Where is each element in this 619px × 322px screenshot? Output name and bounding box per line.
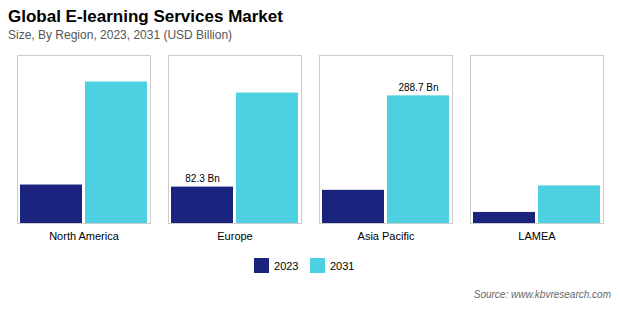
svg-text:LAMEA: LAMEA [518,230,556,242]
html-text:Source: www.kbvresearch.com: Source: www.kbvresearch.com [473,288,611,300]
svg-text:North America: North America [49,230,120,242]
html-text:Size, By Region, 2023, 2031 (U: Size, By Region, 2023, 2031 (USD Billion… [8,28,233,42]
html-text:2023: 2023 [274,259,299,272]
html-text:2031: 2031 [330,259,355,272]
svg-text:Asia Pacific: Asia Pacific [358,230,415,242]
svg-text:288.7 Bn: 288.7 Bn [398,82,438,93]
svg-text:82.3 Bn: 82.3 Bn [185,173,219,184]
svg-text:Europe: Europe [217,230,252,242]
html-text:Global E-learning Services Mar: Global E-learning Services Market [8,7,283,26]
